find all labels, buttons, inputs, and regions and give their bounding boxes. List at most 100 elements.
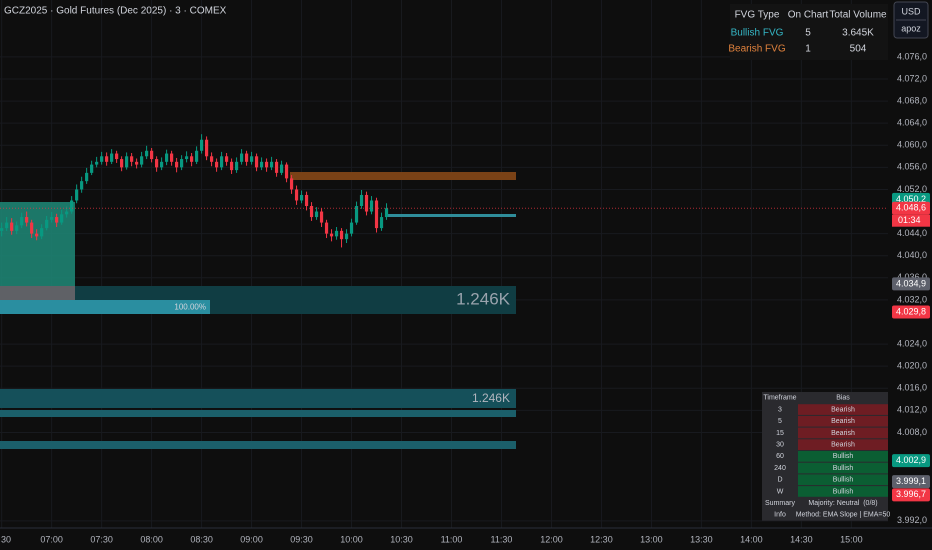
- bias-timeframe: 30: [776, 441, 784, 448]
- candle-body: [170, 153, 174, 162]
- candle-body: [15, 225, 19, 231]
- volume-label: 1.246K: [456, 289, 511, 308]
- candle-body: [100, 156, 104, 162]
- candle-body: [284, 164, 289, 179]
- bias-value: Bearish: [831, 441, 855, 448]
- bias-cell-bg: [798, 462, 888, 474]
- candle-body: [110, 153, 114, 162]
- candle-body: [314, 211, 319, 218]
- candle-body: [160, 161, 164, 168]
- candle-body: [204, 139, 209, 157]
- candle-body: [219, 156, 224, 168]
- bias-cell-bg: [798, 427, 888, 439]
- x-tick-label: 30: [1, 534, 11, 544]
- candle-body: [150, 150, 154, 160]
- price-tag: [892, 305, 930, 319]
- y-tick-label: 4.060,0: [897, 140, 927, 150]
- x-tick-label: 14:00: [740, 534, 763, 544]
- bias-timeframe: 240: [774, 465, 786, 472]
- y-tick-label: 3.992,0: [897, 515, 927, 525]
- user[interactable]: apoz: [901, 23, 921, 33]
- candle-body: [259, 161, 264, 168]
- lower-volume-label: 1.246K: [472, 391, 510, 405]
- bias-timeframe: W: [777, 488, 784, 495]
- fvg-cell: 1: [805, 44, 811, 55]
- candle-body: [25, 217, 29, 223]
- bias-value: Bullish: [833, 488, 854, 495]
- price-tag: [892, 475, 930, 489]
- fvg-header: FVG Type: [735, 10, 780, 21]
- fvg-cell: 5: [805, 28, 811, 39]
- candle-body: [60, 214, 64, 223]
- price-tag-label: 4.034,9: [896, 278, 926, 288]
- candle-body: [179, 159, 184, 168]
- fvg-cell: 3.645K: [842, 28, 874, 39]
- candle-body: [130, 156, 134, 162]
- candle-body: [274, 161, 279, 173]
- bias-value: Bullish: [833, 465, 854, 472]
- countdown: 01:34: [898, 215, 921, 225]
- y-tick-label: 4.072,0: [897, 73, 927, 83]
- bias-footer-key: Summary: [765, 500, 795, 507]
- candle-body: [249, 156, 254, 162]
- candle-body: [95, 161, 99, 165]
- candle-body: [254, 156, 259, 168]
- candle-body: [224, 156, 229, 162]
- bias-value: Bearish: [831, 418, 855, 425]
- candle-body: [324, 222, 329, 234]
- candle-body: [384, 208, 389, 218]
- currency[interactable]: USD: [901, 6, 921, 16]
- candle-body: [334, 230, 339, 237]
- plot: [0, 134, 888, 248]
- bias-timeframe: D: [777, 477, 782, 484]
- volume-bar: [0, 286, 75, 300]
- candle-body: [239, 153, 244, 162]
- fvg-header: Total Volume: [829, 10, 887, 21]
- candle-body: [374, 200, 379, 229]
- x-tick-label: 13:30: [690, 534, 713, 544]
- candle-body: [35, 233, 39, 237]
- candle-body: [115, 153, 119, 160]
- x-tick-label: 12:00: [540, 534, 563, 544]
- bearish-fvg-zone: [290, 172, 516, 180]
- axes: 4.076,0 4.072,0 4.068,0 4.064,0 4.060,0 4.056…: [1, 51, 930, 544]
- price-tag: [892, 454, 930, 468]
- candle-body: [349, 222, 354, 234]
- bias-header: Bias: [836, 395, 850, 402]
- y-tick-label: 4.024,0: [897, 338, 927, 348]
- candle-body: [0, 228, 4, 231]
- y-tick-label: 4.068,0: [897, 95, 927, 105]
- fvg-header: On Chart: [788, 10, 829, 21]
- bias-header: Timeframe: [763, 395, 796, 402]
- candle-body: [379, 217, 384, 229]
- x-tick-label: 08:00: [140, 534, 163, 544]
- bias-timeframe: 3: [778, 406, 782, 413]
- x-tick-label: 09:00: [240, 534, 263, 544]
- candle-body: [120, 159, 124, 168]
- lower-zone: [0, 389, 516, 408]
- candle-body: [214, 161, 219, 168]
- x-tick-label: 10:30: [390, 534, 413, 544]
- candle-body: [165, 153, 169, 162]
- bias-cell-bg: [798, 474, 888, 486]
- candle-body: [80, 181, 84, 190]
- fvg-table-bg: [730, 4, 888, 60]
- price-tag-label: 4.050,2: [896, 194, 926, 204]
- y-tick-label: 4.016,0: [897, 383, 927, 393]
- price-tag: [892, 277, 930, 291]
- x-tick-label: 09:30: [290, 534, 313, 544]
- candle-body: [299, 194, 304, 201]
- countdown-tag: [892, 214, 930, 227]
- bias-timeframe: 5: [778, 418, 782, 425]
- bias-cell-bg: [798, 451, 888, 462]
- chart-title: GCZ2025 · Gold Futures (Dec 2025) · 3 · …: [4, 6, 227, 17]
- bias-footer-value: Majority: Neutral (0/8): [808, 500, 877, 507]
- candle-body: [5, 222, 9, 229]
- price-tag: [892, 201, 930, 215]
- candle-body: [199, 139, 204, 151]
- price-tag-label: 4.048,6: [896, 203, 926, 213]
- bias-timeframe: 15: [776, 430, 784, 437]
- bullish-fvg-zone: [385, 214, 516, 217]
